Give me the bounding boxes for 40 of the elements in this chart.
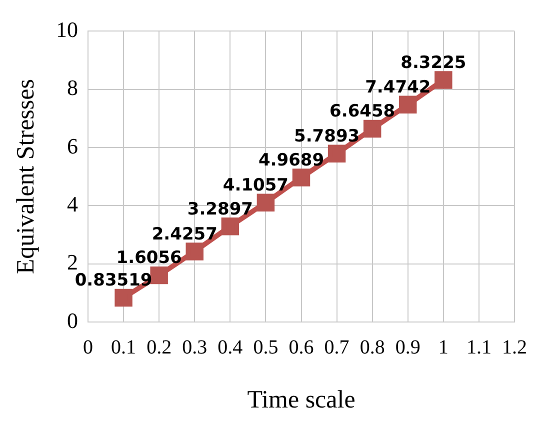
point	[256, 194, 275, 212]
x-tick-label: 0	[83, 336, 93, 358]
x-tick-label: 0.2	[146, 336, 172, 358]
x-tick-label: 0.6	[288, 336, 314, 358]
x-tick-label: 0.4	[218, 336, 243, 358]
data-label: 4.9689	[258, 150, 324, 170]
data-label: 2.4257	[152, 224, 218, 244]
x-tick-label: 0.9	[395, 336, 420, 358]
y-axis-title: Equivalent Stresses	[12, 79, 40, 274]
x-tick-label: 0.7	[324, 336, 350, 358]
y-tick-label: 0	[67, 308, 78, 333]
y-tick-label: 2	[67, 250, 78, 275]
point	[221, 217, 240, 236]
x-tick-label: 0.5	[253, 336, 278, 358]
x-axis-title: Time scale	[247, 386, 356, 414]
point	[328, 144, 346, 163]
data-label: 6.6458	[330, 102, 396, 122]
data-label: 5.7893	[294, 126, 360, 147]
point	[292, 168, 310, 186]
x-tick-label: 1.1	[466, 336, 492, 358]
data-label: 4.1057	[222, 176, 289, 196]
y-tick-label: 4	[67, 191, 78, 216]
point	[363, 120, 382, 138]
x-tick-label: 1	[438, 336, 448, 358]
y-tick-label: 10	[56, 16, 78, 42]
point	[434, 71, 452, 89]
x-tick-label: 0.1	[111, 336, 136, 358]
data-label: 3.2897	[187, 199, 253, 220]
data-label: 8.3225	[400, 52, 466, 73]
data-label: 1.6056	[116, 248, 182, 268]
point	[186, 242, 204, 260]
x-tick-label: 0.8	[360, 336, 385, 358]
y-tick-label: 6	[67, 133, 78, 158]
point	[399, 96, 417, 114]
point	[150, 266, 168, 284]
x-tick-label: 0.3	[182, 336, 208, 358]
data-label: 7.4742	[365, 78, 431, 98]
point	[114, 288, 132, 307]
y-tick-label: 8	[67, 75, 78, 100]
x-tick-label: 1.2	[502, 336, 527, 358]
